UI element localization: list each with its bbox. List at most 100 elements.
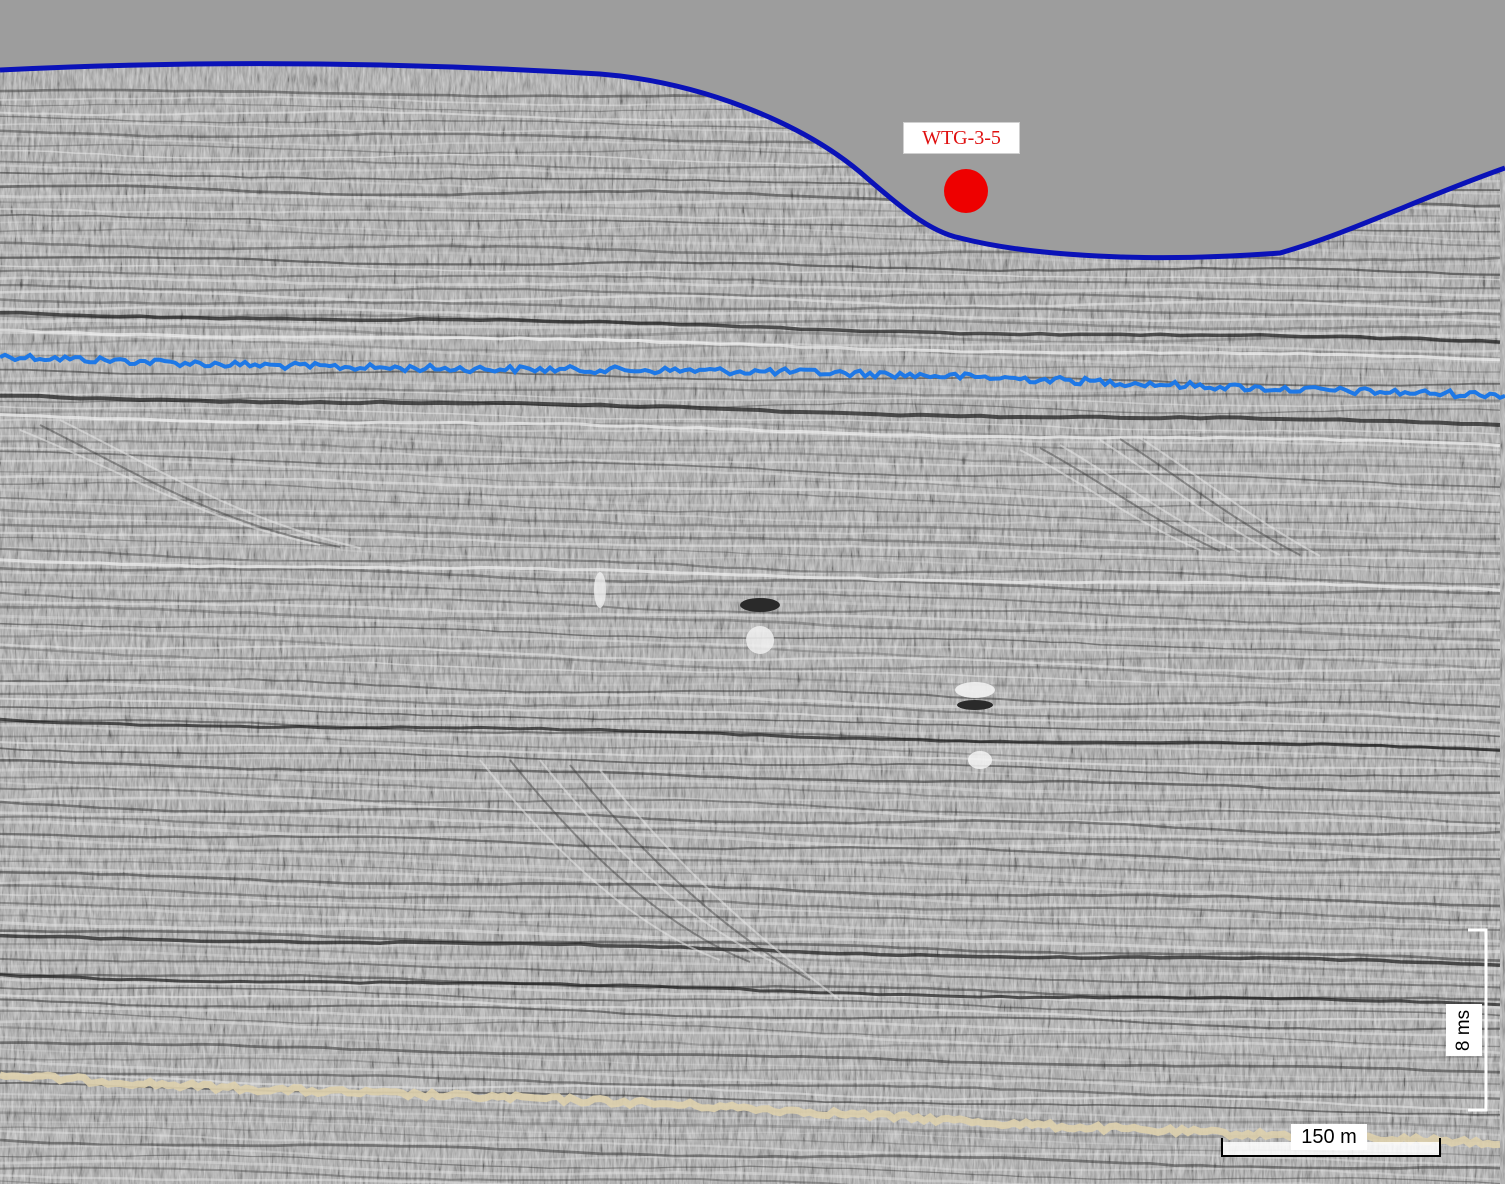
reflector-line [0, 775, 1501, 808]
reflector-line [0, 325, 1501, 345]
reflector-line [0, 1026, 1501, 1060]
reflector-line [0, 298, 1501, 317]
well-marker-dot[interactable] [944, 169, 988, 213]
reflector-line [0, 516, 1501, 547]
reflector-line [0, 381, 1500, 402]
reflector-line [0, 697, 1501, 732]
reflector-line [0, 354, 1500, 373]
reflector-line [0, 570, 1501, 605]
reflector-line [0, 567, 1501, 595]
reflector-line [0, 508, 1500, 541]
reflector-line [0, 1057, 1501, 1086]
reflector-line [0, 1048, 1501, 1079]
reflector-line [0, 815, 1500, 851]
reflector-line [0, 893, 1501, 928]
reflector-line [0, 1060, 1501, 1095]
reflector-line [0, 459, 1501, 495]
seabed-horizon [0, 61, 1505, 261]
reflector-line [0, 405, 1501, 435]
reflector-line [0, 1138, 1501, 1170]
reflector-line [0, 835, 1501, 872]
reflector-line [0, 1073, 1501, 1111]
reflector-line [0, 710, 1501, 746]
strong-reflector-line [0, 310, 1501, 344]
reflector-line [0, 643, 1501, 673]
reflector-line [0, 884, 1501, 922]
reflector-line [0, 475, 1501, 506]
vertical-scale-text: 8 ms [1453, 1009, 1475, 1051]
reflector-line [0, 580, 1501, 610]
strong-reflector-line [0, 973, 1501, 1007]
reflector-line [0, 646, 1501, 683]
reflector-line [0, 499, 1501, 536]
reflector-line [0, 1144, 1501, 1181]
reflector-line [0, 870, 1501, 908]
reflector-line [0, 481, 1501, 514]
reflector-line [0, 957, 1501, 989]
strong-reflector-line [0, 413, 1501, 448]
reflector-line [0, 545, 1501, 576]
reflector-line [0, 469, 1501, 497]
reflector-line [0, 963, 1501, 998]
deep-reflector-horizon [0, 1071, 1501, 1149]
reflector-line [0, 305, 1501, 324]
reflector-line [0, 706, 1501, 738]
reflector-line [0, 391, 1501, 407]
horizontal-scale-text: 150 m [1301, 1126, 1357, 1148]
reflector-line [0, 447, 1501, 478]
reflector-line [0, 879, 1501, 914]
reflector-line [0, 681, 1501, 719]
reflector-line [0, 914, 1501, 948]
reflector-line [0, 523, 1501, 555]
reflector-line [0, 1130, 1501, 1166]
reflector-line [0, 250, 1501, 269]
reflector-line [0, 1010, 1501, 1048]
strong-reflector-line [0, 393, 1501, 427]
horizontal-scale-label: 150 m [1291, 1124, 1367, 1150]
reflector-line [0, 264, 1501, 281]
reflector-line [0, 313, 1501, 331]
anomalies [594, 572, 995, 769]
reflector-line [0, 1070, 1501, 1100]
reflector-line [0, 433, 1501, 463]
reflector-line [0, 781, 1501, 813]
reflector-line [0, 283, 1501, 304]
reflector-line [0, 691, 1501, 724]
reflector-line [0, 605, 1501, 642]
reflector-line [0, 994, 1501, 1022]
vertical-scale-label: 8 ms [1446, 1004, 1482, 1056]
reflector-line [0, 531, 1500, 561]
reflector-line [0, 998, 1501, 1031]
reflector-line [0, 536, 1501, 570]
reflector-line [0, 1041, 1501, 1074]
reflector-line [0, 488, 1501, 519]
reflector-line [0, 866, 1501, 898]
reflector-line [0, 600, 1501, 632]
reflector-line [0, 368, 1501, 387]
reflector-line [0, 276, 1501, 298]
reflector-line [0, 977, 1501, 1009]
reflector-line [0, 832, 1501, 862]
reflector-line [0, 820, 1501, 860]
reflector-line [0, 591, 1501, 625]
reflector-line [0, 741, 1501, 771]
reflector-line [0, 734, 1501, 765]
reflector-line [0, 796, 1501, 828]
reflector-line [0, 756, 1501, 784]
reflector-line [0, 1035, 1501, 1064]
reflector-line [0, 670, 1501, 701]
reflector-line [0, 426, 1501, 456]
well-label-text: WTG-3-5 [922, 127, 1001, 149]
reflector-line [0, 942, 1501, 977]
reflector-line [0, 901, 1501, 931]
reflector-line [0, 860, 1501, 891]
reflector-line [0, 678, 1501, 708]
reflector-line [0, 347, 1501, 366]
reflector-line [0, 269, 1501, 290]
reflector-line [0, 853, 1501, 883]
reflector-line [0, 410, 1501, 446]
strong-reflector-line [0, 558, 1501, 592]
clinoforms [19, 419, 1321, 1001]
